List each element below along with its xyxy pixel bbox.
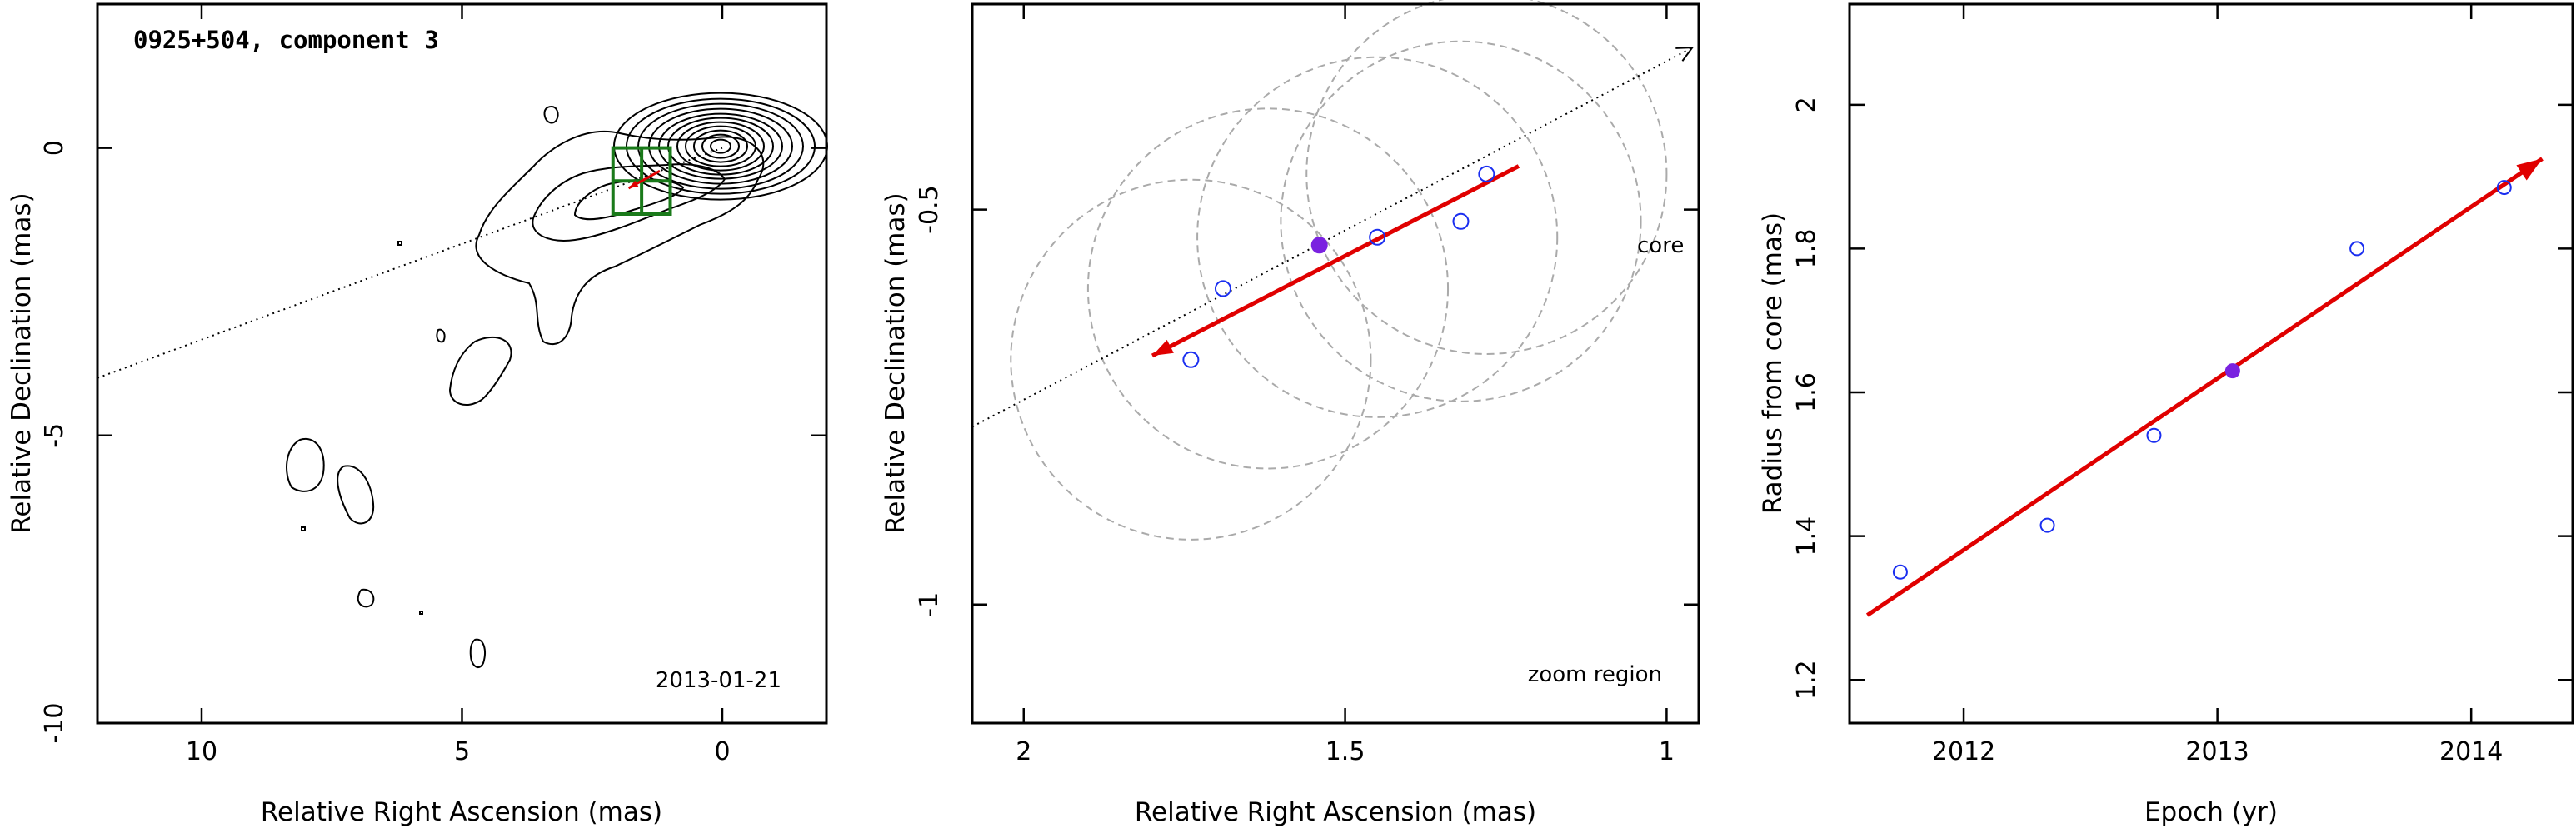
jet-contour bbox=[475, 130, 765, 346]
fit-arrow bbox=[1151, 164, 1520, 358]
panel3-xtick-label: 2014 bbox=[2439, 737, 2503, 766]
component-trail-arrowhead bbox=[628, 180, 639, 188]
panel1-ytick-label: -10 bbox=[40, 703, 69, 744]
beam-circle bbox=[1010, 178, 1372, 541]
component-point bbox=[1369, 228, 1386, 246]
radius-point bbox=[2039, 517, 2055, 533]
panel3-xtick-label: 2013 bbox=[2185, 737, 2249, 766]
radius-point bbox=[2146, 427, 2162, 443]
panel3-xlabel: Epoch (yr) bbox=[2144, 797, 2278, 827]
panel3-ytick-label: 1.8 bbox=[1792, 229, 1821, 269]
jet-axis-line bbox=[97, 147, 723, 379]
core-contour bbox=[685, 125, 756, 167]
core-contour bbox=[710, 138, 731, 154]
panel3-ytick-label: 2 bbox=[1792, 97, 1821, 112]
radius-fit-arrowhead bbox=[2516, 158, 2543, 181]
isolated-contour bbox=[543, 105, 559, 124]
panel1-frame bbox=[96, 2, 828, 725]
radius-point bbox=[2349, 241, 2365, 257]
isolated-contour bbox=[337, 465, 375, 525]
panel2-frame bbox=[971, 2, 1700, 725]
panel2-zoom-label: zoom region bbox=[1528, 662, 1662, 687]
panel2-ylabel: Relative Declination (mas) bbox=[881, 192, 911, 534]
radius-point bbox=[2496, 180, 2512, 196]
beam-circle bbox=[1196, 56, 1559, 418]
isolated-contour bbox=[397, 241, 402, 246]
panel1-xtick-label: 5 bbox=[454, 737, 470, 766]
component-point-current bbox=[1310, 237, 1328, 254]
panel2-xtick-label: 2 bbox=[1016, 737, 1031, 766]
panel3-ylabel: Radius from core (mas) bbox=[1758, 212, 1788, 514]
radius-fit-line bbox=[1865, 157, 2544, 617]
panel-contour-map: 10 5 0 0 -5 -10 0925+504, component 3 2013-01… bbox=[7, 2, 828, 827]
isolated-contour bbox=[286, 437, 325, 492]
component-point bbox=[1478, 165, 1495, 182]
isolated-contour bbox=[448, 337, 512, 406]
panel-radius-vs-epoch: 2012 2013 2014 1.2 1.4 1.6 1.8 2 Epoch (yr) Rad… bbox=[1758, 2, 2574, 827]
panel2-ticks: 2 1.5 1 -0.5 -1 bbox=[915, 4, 1699, 766]
panel3-ticks: 2012 2013 2014 1.2 1.4 1.6 1.8 2 bbox=[1792, 4, 2573, 766]
panel3-ytick-label: 1.6 bbox=[1792, 372, 1821, 412]
core-contour bbox=[701, 133, 740, 159]
isolated-contour bbox=[469, 638, 486, 669]
panel1-ytick-label: 0 bbox=[40, 140, 69, 156]
radius-point-current bbox=[2224, 363, 2240, 379]
component-point bbox=[1182, 351, 1200, 368]
panel3-ytick-label: 1.4 bbox=[1792, 516, 1821, 556]
panel2-xtick-label: 1.5 bbox=[1325, 737, 1365, 766]
panel3-frame bbox=[1848, 2, 2574, 725]
beam-circle bbox=[1280, 40, 1642, 402]
beam-circle bbox=[1305, 0, 1668, 355]
fit-arrow-head bbox=[1152, 339, 1174, 357]
panel1-ytick-label: -5 bbox=[40, 423, 69, 448]
isolated-contour bbox=[436, 328, 446, 343]
panel2-xtick-label: 1 bbox=[1659, 737, 1675, 766]
isolated-contour bbox=[419, 611, 423, 615]
panel2-xlabel: Relative Right Ascension (mas) bbox=[1135, 797, 1536, 827]
jet-contour bbox=[532, 163, 726, 242]
panel1-xtick-label: 10 bbox=[186, 737, 217, 766]
panel2-ytick-label: -1 bbox=[915, 592, 944, 617]
isolated-contour bbox=[301, 526, 306, 531]
radius-epoch-content bbox=[1865, 157, 2544, 617]
panel3-ytick-label: 1.2 bbox=[1792, 660, 1821, 700]
zoom-content bbox=[971, 0, 1695, 541]
contour-map-content bbox=[97, 92, 828, 669]
panel1-title: 0925+504, component 3 bbox=[133, 26, 439, 54]
panel2-core-label: core bbox=[1637, 233, 1684, 258]
component-point bbox=[1214, 280, 1231, 297]
core-contour bbox=[676, 121, 765, 172]
panel1-xlabel: Relative Right Ascension (mas) bbox=[261, 797, 662, 827]
core-contour bbox=[693, 129, 748, 163]
core-direction-line bbox=[971, 47, 1693, 428]
panel1-ticks: 10 5 0 0 -5 -10 bbox=[40, 4, 826, 766]
panel-zoom-region: 2 1.5 1 -0.5 -1 zoom region core Relative Ri… bbox=[881, 0, 1700, 827]
panel2-ytick-label: -0.5 bbox=[915, 185, 944, 234]
radius-point bbox=[1892, 564, 1908, 580]
beam-circle bbox=[1086, 107, 1450, 470]
core-direction-arrowhead bbox=[1675, 47, 1695, 62]
panel1-date: 2013-01-21 bbox=[656, 668, 781, 693]
panel1-xtick-label: 0 bbox=[714, 737, 730, 766]
panel1-ylabel: Relative Declination (mas) bbox=[7, 192, 37, 534]
isolated-contour bbox=[357, 588, 375, 608]
component-point bbox=[1452, 212, 1470, 230]
panel3-xtick-label: 2012 bbox=[1932, 737, 1995, 766]
